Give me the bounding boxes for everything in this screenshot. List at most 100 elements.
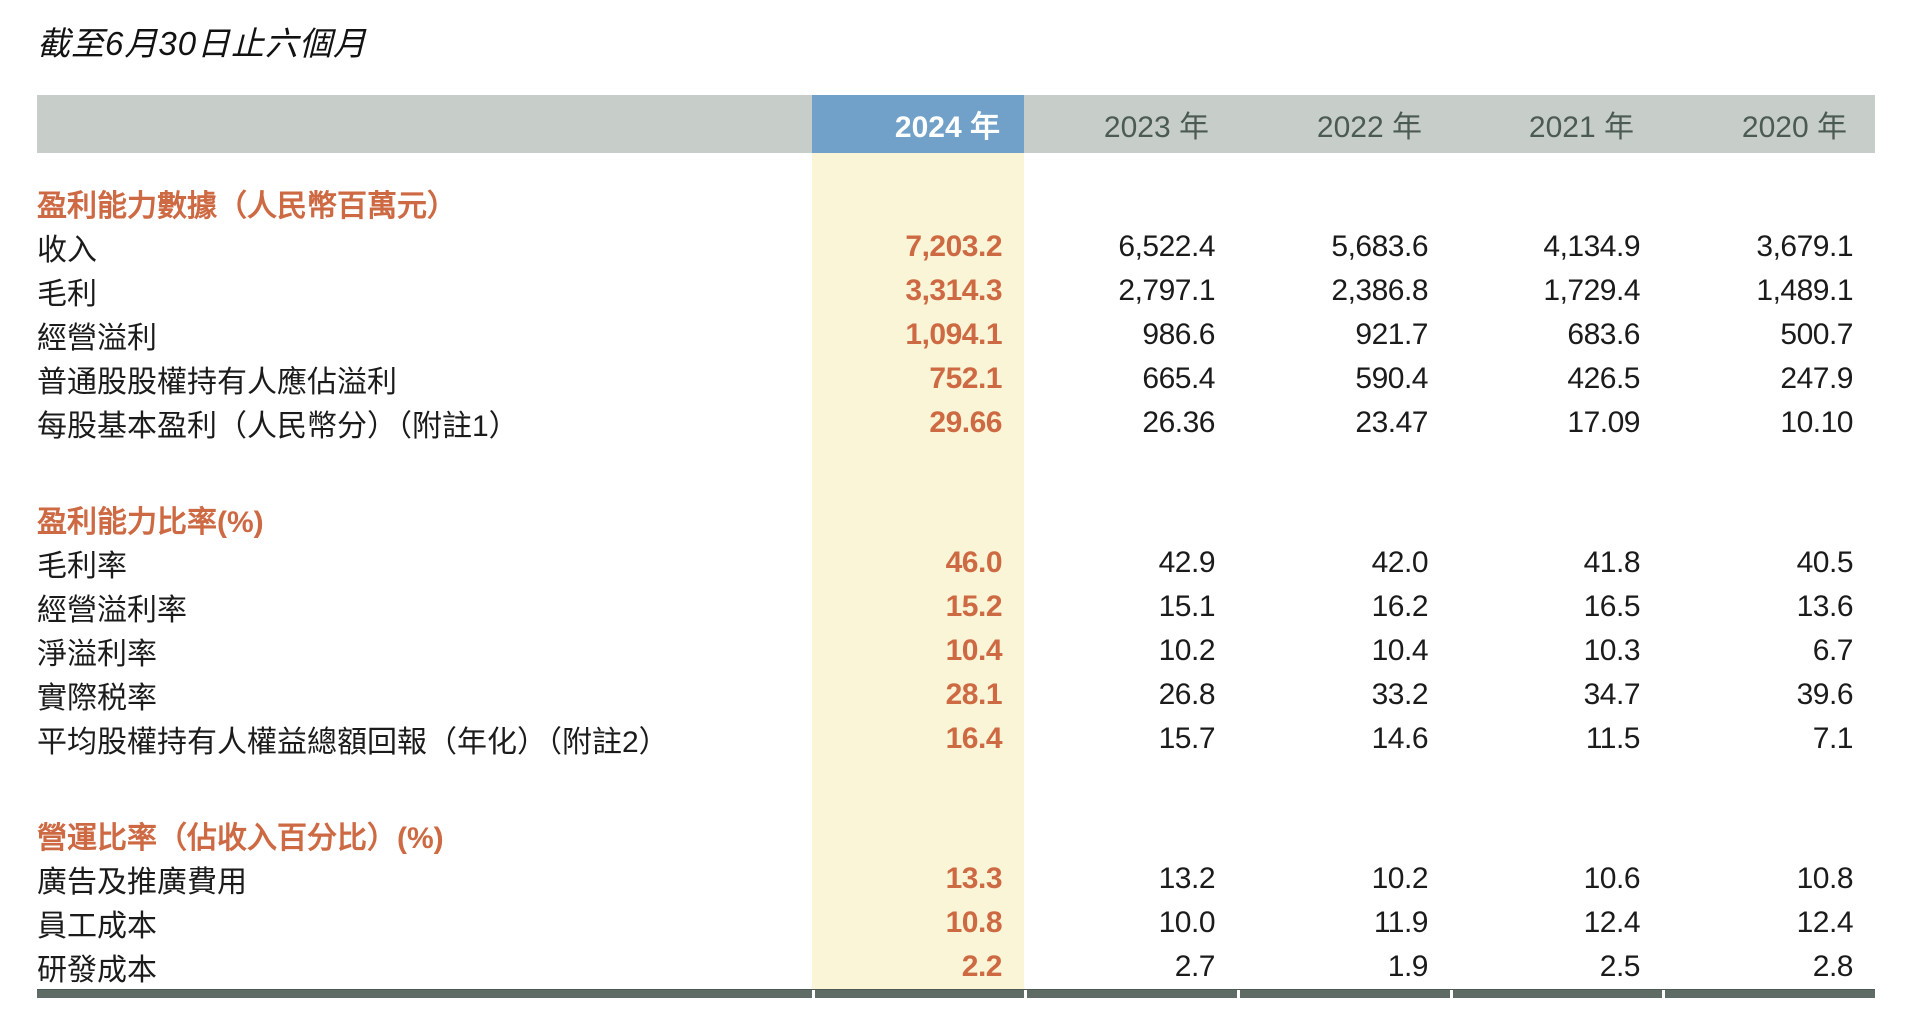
value-2023: 26.36 <box>1142 406 1215 439</box>
table-row: 平均股權持有人權益總額回報（年化）（附註2） 16.4 15.7 14.6 11.5 7.… <box>37 717 1875 761</box>
value-2024: 13.3 <box>812 857 1024 901</box>
value-2023: 26.8 <box>1158 678 1216 711</box>
value-2022: 23.47 <box>1355 406 1428 439</box>
value-2020: 10.10 <box>1780 406 1853 439</box>
table-row: 每股基本盈利（人民幣分）（附註1） 29.66 26.36 23.47 17.09 10.… <box>37 401 1875 445</box>
table-row: 毛利 3,314.3 2,797.1 2,386.8 1,729.4 1,489.1 <box>37 269 1875 313</box>
value-2021: 12.4 <box>1583 906 1641 939</box>
value-2024: 29.66 <box>812 401 1024 445</box>
label-column-header <box>37 95 812 153</box>
value-2021: 683.6 <box>1567 318 1640 351</box>
value-2024: 10.8 <box>812 901 1024 945</box>
value-2024: 752.1 <box>812 357 1024 401</box>
table-row: 普通股股權持有人應佔溢利 752.1 665.4 590.4 426.5 247.9 <box>37 357 1875 401</box>
table-row: 研發成本 2.2 2.7 1.9 2.5 2.8 <box>37 945 1875 989</box>
section-header: 盈利能力數據（人民幣百萬元） <box>37 190 457 223</box>
value-2022: 16.2 <box>1371 590 1429 623</box>
value-2020: 40.5 <box>1796 546 1854 579</box>
row-label: 實際税率 <box>37 682 157 715</box>
financial-highlights-page: 截至6月30日止六個月 2024 年 2023 年 2022 年 2021 年 2020… <box>37 25 1875 998</box>
value-2023: 15.7 <box>1158 722 1216 755</box>
value-2022: 11.9 <box>1373 906 1429 939</box>
value-2021: 34.7 <box>1583 678 1641 711</box>
table-row: 毛利率 46.0 42.9 42.0 41.8 40.5 <box>37 541 1875 585</box>
section-header-row: 營運比率（佔收入百分比）(%) <box>37 813 1875 857</box>
section-header-row: 盈利能力數據（人民幣百萬元） <box>37 181 1875 225</box>
value-2020: 3,679.1 <box>1756 230 1853 263</box>
value-2022: 10.2 <box>1371 862 1429 895</box>
value-2020: 500.7 <box>1780 318 1853 351</box>
table-row: 收入 7,203.2 6,522.4 5,683.6 4,134.9 3,679.1 <box>37 225 1875 269</box>
value-2021: 16.5 <box>1583 590 1641 623</box>
value-2022: 42.0 <box>1371 546 1429 579</box>
row-label: 平均股權持有人權益總額回報（年化）（附註2） <box>37 726 669 759</box>
value-2022: 2,386.8 <box>1331 274 1428 307</box>
value-2020: 13.6 <box>1796 590 1854 623</box>
row-label: 廣告及推廣費用 <box>37 866 247 899</box>
value-2024: 46.0 <box>812 541 1024 585</box>
year-header-row: 2024 年 2023 年 2022 年 2021 年 2020 年 <box>37 95 1875 153</box>
value-2021: 10.6 <box>1583 862 1641 895</box>
row-label: 研發成本 <box>37 954 157 987</box>
value-2023: 6,522.4 <box>1118 230 1215 263</box>
value-2023: 665.4 <box>1142 362 1215 395</box>
spacer-row <box>37 153 1875 181</box>
value-2024: 1,094.1 <box>812 313 1024 357</box>
row-label: 經營溢利 <box>37 322 157 355</box>
year-header-2022: 2022 年 <box>1237 95 1450 153</box>
value-2022: 1.9 <box>1387 950 1429 983</box>
value-2023: 2.7 <box>1174 950 1216 983</box>
spacer-row <box>37 761 1875 813</box>
value-2022: 5,683.6 <box>1331 230 1428 263</box>
rule-gap <box>1024 990 1027 998</box>
value-2020: 7.1 <box>1812 722 1854 755</box>
value-2023: 10.2 <box>1158 634 1216 667</box>
table-row: 員工成本 10.8 10.0 11.9 12.4 12.4 <box>37 901 1875 945</box>
value-2021: 1,729.4 <box>1543 274 1640 307</box>
value-2023: 15.1 <box>1158 590 1216 623</box>
year-header-2021: 2021 年 <box>1450 95 1662 153</box>
value-2020: 39.6 <box>1796 678 1854 711</box>
value-2020: 247.9 <box>1780 362 1853 395</box>
value-2024: 15.2 <box>812 585 1024 629</box>
value-2021: 10.3 <box>1583 634 1641 667</box>
section-header: 營運比率（佔收入百分比）(%) <box>37 822 444 855</box>
rule-gap <box>812 990 815 998</box>
value-2022: 590.4 <box>1355 362 1428 395</box>
spacer-row <box>37 445 1875 497</box>
year-header-2023: 2023 年 <box>1024 95 1237 153</box>
table-row: 經營溢利率 15.2 15.1 16.2 16.5 13.6 <box>37 585 1875 629</box>
financial-highlights-table: 2024 年 2023 年 2022 年 2021 年 2020 年 盈利能力數據（人民… <box>37 95 1875 989</box>
value-2024: 2.2 <box>812 945 1024 989</box>
row-label: 淨溢利率 <box>37 638 157 671</box>
value-2020: 12.4 <box>1796 906 1854 939</box>
value-2021: 11.5 <box>1585 722 1641 755</box>
row-label: 每股基本盈利（人民幣分）（附註1） <box>37 410 519 443</box>
row-label: 員工成本 <box>37 910 157 943</box>
row-label: 毛利率 <box>37 550 127 583</box>
row-label: 毛利 <box>37 278 97 311</box>
table-bottom-rule <box>37 989 1875 998</box>
page-title: 截至6月30日止六個月 <box>37 25 368 62</box>
value-2023: 2,797.1 <box>1118 274 1215 307</box>
value-2022: 10.4 <box>1371 634 1429 667</box>
value-2020: 6.7 <box>1812 634 1854 667</box>
table-row: 經營溢利 1,094.1 986.6 921.7 683.6 500.7 <box>37 313 1875 357</box>
value-2022: 14.6 <box>1371 722 1429 755</box>
value-2022: 33.2 <box>1371 678 1429 711</box>
value-2021: 41.8 <box>1583 546 1641 579</box>
value-2023: 13.2 <box>1158 862 1216 895</box>
value-2023: 986.6 <box>1142 318 1215 351</box>
value-2020: 2.8 <box>1812 950 1854 983</box>
row-label: 收入 <box>37 234 97 267</box>
value-2024: 7,203.2 <box>812 225 1024 269</box>
value-2024: 16.4 <box>812 717 1024 761</box>
value-2021: 17.09 <box>1567 406 1640 439</box>
value-2023: 42.9 <box>1158 546 1216 579</box>
table-row: 廣告及推廣費用 13.3 13.2 10.2 10.6 10.8 <box>37 857 1875 901</box>
value-2020: 10.8 <box>1796 862 1854 895</box>
rule-gap <box>1450 990 1453 998</box>
value-2020: 1,489.1 <box>1756 274 1853 307</box>
value-2024: 3,314.3 <box>812 269 1024 313</box>
section-header-row: 盈利能力比率(%) <box>37 497 1875 541</box>
